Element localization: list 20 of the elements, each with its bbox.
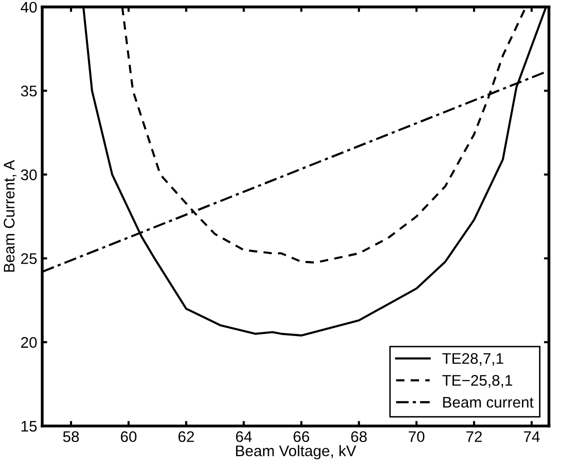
y-tick-label: 20 [21,337,37,348]
x-tick-label: 64 [236,431,252,442]
x-tick-label: 66 [294,431,310,442]
x-tick-label: 74 [524,431,540,442]
x-tick-label: 72 [466,431,482,442]
legend-label: Beam current [443,397,534,408]
legend-label: TE−25,8,1 [442,374,512,388]
x-tick-label: 62 [178,431,194,442]
x-tick-label: 58 [63,431,79,442]
y-tick-label: 15 [22,420,37,432]
x-tick-label: 70 [408,431,424,442]
x-tick-label: 68 [351,431,367,442]
y-tick-label: 40 [20,2,37,13]
y-tick-label: 25 [21,253,37,264]
y-tick-label: 30 [20,169,37,180]
x-tick-label: 60 [120,431,136,442]
y-axis-title: Beam Current, A [4,160,16,272]
y-tick-label: 35 [20,86,37,96]
x-axis-title: Beam Voltage, kV [236,445,356,460]
legend-label: TE28,7,1 [442,353,504,366]
